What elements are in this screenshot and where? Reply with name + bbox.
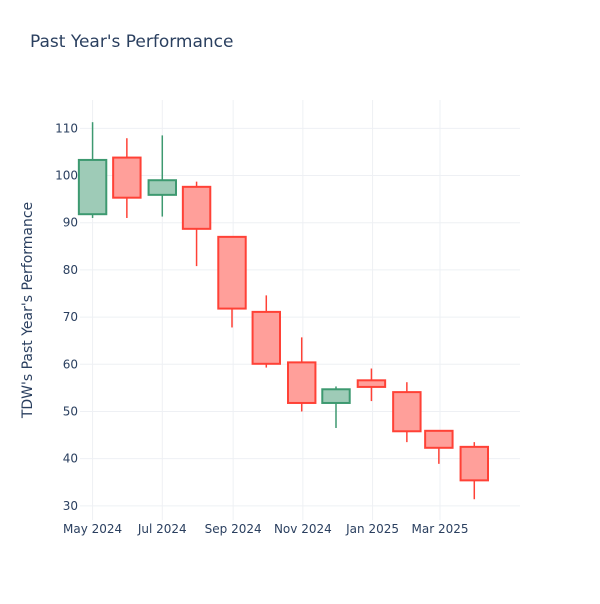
- x-tick-label: Jan 2025: [345, 522, 399, 536]
- candle-body-decreasing: [217, 235, 247, 310]
- y-axis-label: TDW's Past Year's Performance: [20, 201, 36, 419]
- candle-body-increasing: [77, 158, 108, 216]
- candle-body-decreasing: [424, 429, 454, 449]
- x-tick-label: May 2024: [63, 522, 122, 536]
- x-tick-label: Mar 2025: [412, 522, 469, 536]
- y-tick-label: 30: [63, 499, 78, 513]
- y-tick-label: 40: [63, 452, 78, 466]
- y-tick-label: 50: [63, 404, 78, 418]
- y-tick-label: 100: [55, 169, 78, 183]
- candle-body-decreasing: [459, 445, 490, 482]
- y-tick-label: 90: [63, 216, 78, 230]
- x-tick-label: Sep 2024: [205, 522, 262, 536]
- chart-title: Past Year's Performance: [30, 32, 234, 52]
- y-tick-label: 70: [63, 310, 78, 324]
- x-tick-label: Jul 2024: [137, 522, 187, 536]
- candle-body-decreasing: [112, 156, 142, 199]
- candle-body-decreasing: [287, 361, 317, 404]
- candle-body-decreasing: [392, 391, 422, 433]
- candle-body-increasing: [147, 179, 177, 196]
- candle-body-decreasing: [181, 185, 212, 230]
- x-tick-label: Nov 2024: [274, 522, 332, 536]
- candle-body-decreasing: [251, 310, 281, 365]
- y-tick-label: 110: [55, 121, 78, 135]
- candle-body-increasing: [321, 388, 351, 404]
- candle-body-decreasing: [356, 379, 387, 388]
- y-tick-label: 80: [63, 263, 78, 277]
- y-tick-label: 60: [63, 357, 78, 371]
